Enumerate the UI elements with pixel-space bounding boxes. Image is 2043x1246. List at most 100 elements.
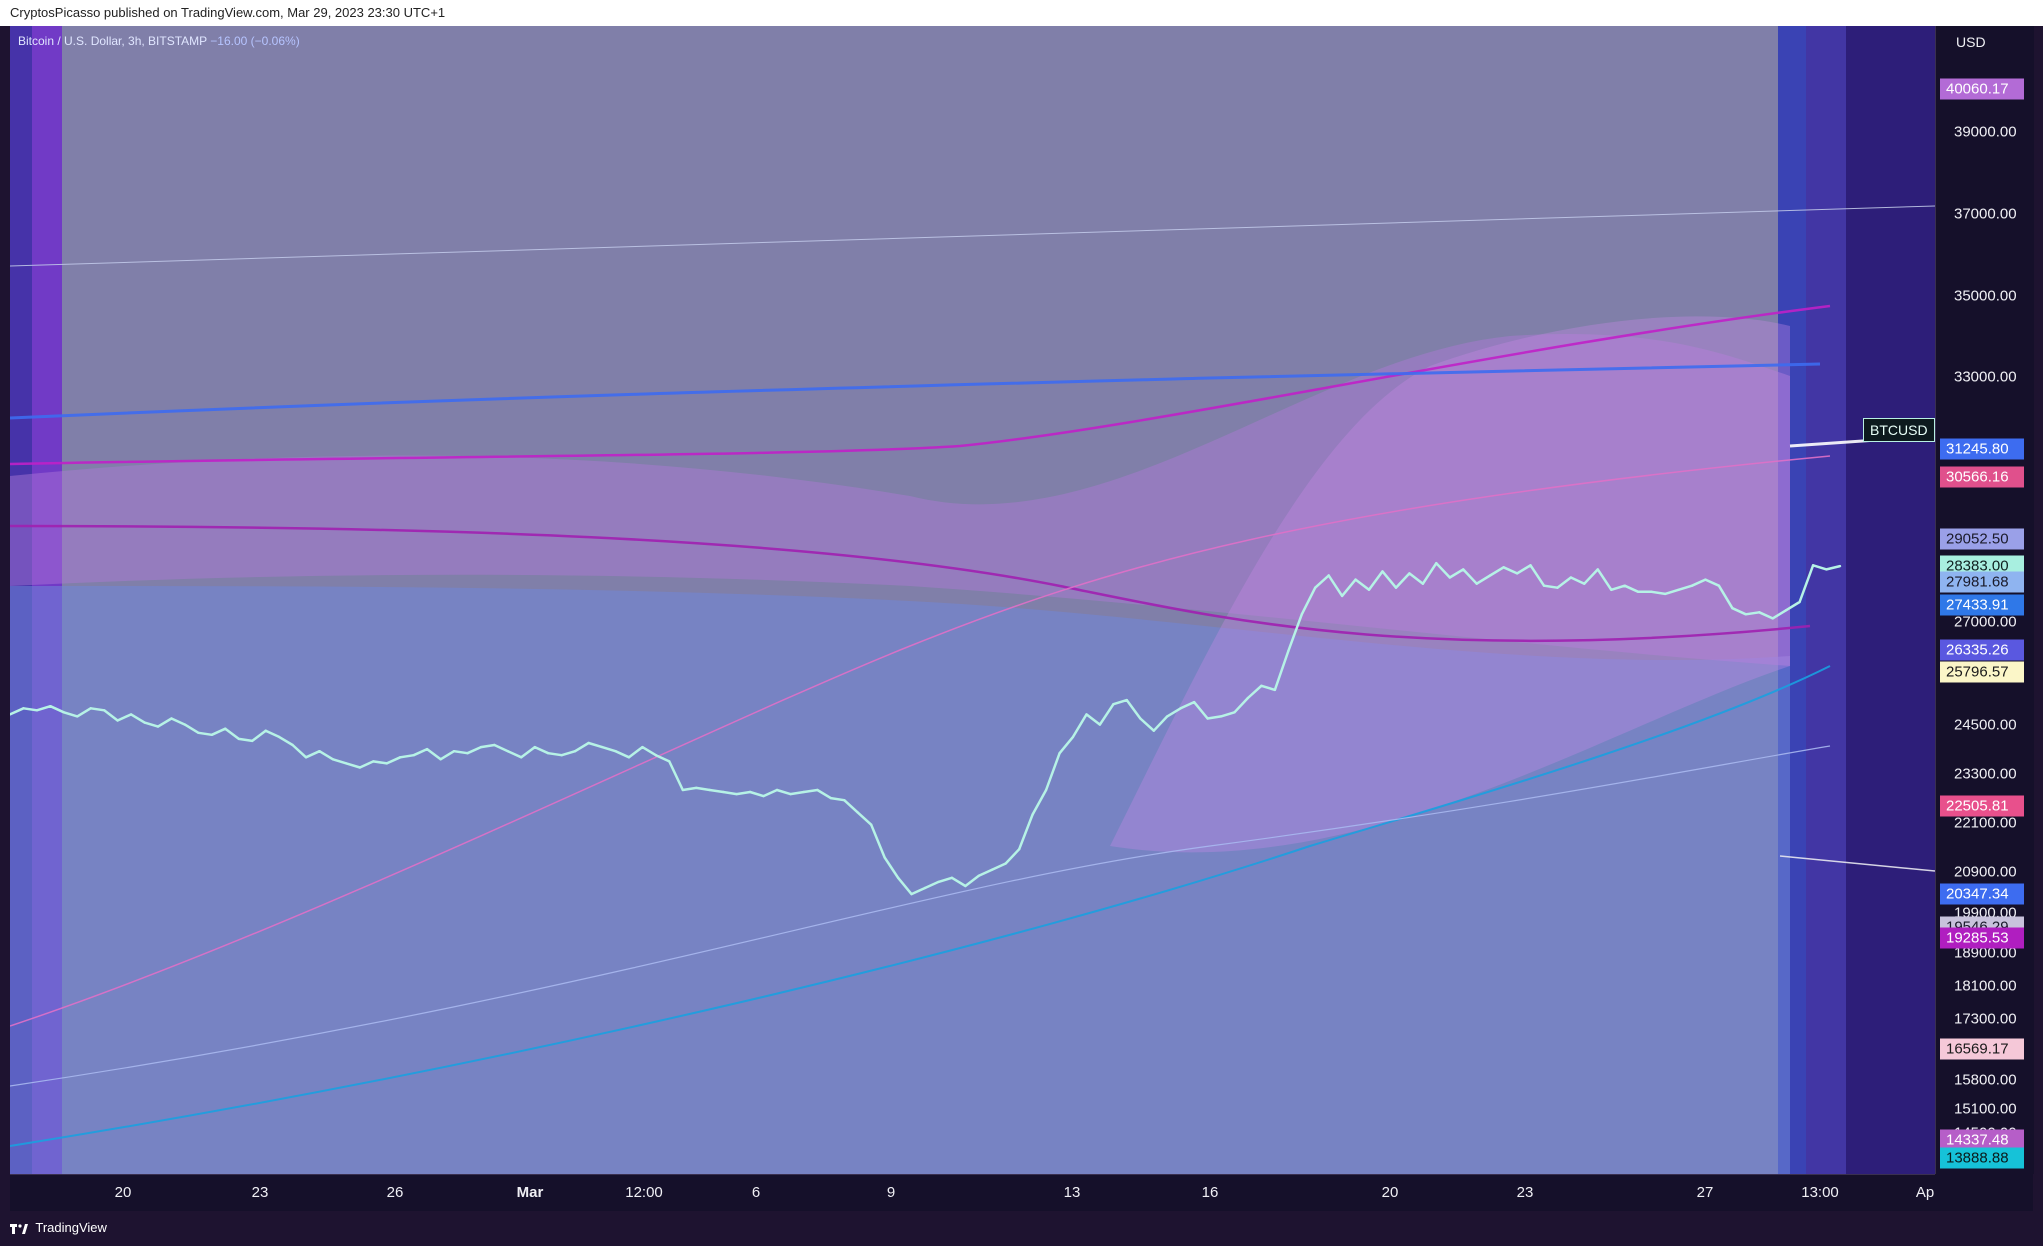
price-tag: 16569.17 [1940, 1038, 2024, 1060]
series-point [1610, 588, 1613, 591]
series-point [668, 760, 671, 763]
series-point [1394, 586, 1398, 589]
series-point [425, 747, 429, 751]
series-point [1435, 562, 1438, 565]
series-point [789, 792, 792, 796]
price-tag: 40060.17 [1940, 78, 2024, 100]
price-tag: 19285.53 [1940, 927, 2024, 949]
trendline-lower [1779, 855, 1935, 872]
price-tag: 27433.91 [1940, 594, 2024, 616]
y-tick-label: 18900.00 [1954, 944, 2017, 962]
series-point [1125, 698, 1129, 702]
series-point [950, 876, 954, 879]
series-point [76, 715, 79, 718]
y-tick-label: 24500.00 [1954, 716, 2017, 734]
series-point [318, 750, 321, 753]
y-tick-label: 37000.00 [1954, 205, 2017, 223]
price-tag: 28383.00 [1940, 555, 2024, 577]
series-point [439, 758, 442, 761]
tradingview-brand[interactable]: TradingView [10, 1220, 107, 1235]
series-point [1637, 590, 1640, 593]
x-tick-label: 13 [1063, 1184, 1081, 1201]
series-point [412, 754, 415, 757]
x-tick-label: 12:00 [625, 1184, 663, 1201]
series-point [695, 786, 698, 790]
chart-frame[interactable]: Bitcoin / U.S. Dollar, 3h, BITSTAMP −16.… [10, 26, 2034, 1212]
series-point [1314, 586, 1317, 589]
series-point [856, 811, 859, 814]
ma-line-blue [10, 362, 1821, 420]
y-tick-label: 18100.00 [1954, 977, 2017, 995]
ma-line-light-lower [10, 745, 1831, 1087]
y-tick-label: 20900.00 [1954, 863, 2017, 881]
publisher-line: CryptosPicasso published on TradingView.… [10, 5, 446, 20]
series-point [1798, 600, 1801, 604]
series-point [22, 707, 25, 710]
series-point [722, 790, 725, 794]
indicator-lines [10, 205, 1935, 1147]
series-point [627, 756, 631, 759]
series-point [762, 794, 765, 798]
price-tag: 29052.50 [1940, 528, 2024, 550]
series-point [1717, 584, 1721, 587]
x-tick-label: Ap [1915, 1184, 1935, 1201]
series-point [372, 760, 375, 763]
series-point [264, 729, 267, 732]
series-point [641, 745, 644, 749]
series-point [1246, 696, 1250, 700]
x-tick-label: 13:00 [1801, 1184, 1839, 1201]
series-point [1367, 588, 1371, 591]
price-series [10, 561, 1842, 896]
x-tick-label: 26 [386, 1184, 404, 1201]
series-point [843, 799, 846, 802]
y-tick-label: 17300.00 [1954, 1010, 2017, 1028]
publisher-bar: CryptosPicasso published on TradingView.… [0, 0, 2043, 26]
series-point [1744, 613, 1748, 616]
series-point [1569, 576, 1573, 579]
x-tick-label: 16 [1201, 1184, 1219, 1201]
series-point [802, 790, 806, 794]
series-point [1556, 586, 1559, 589]
time-axis[interactable]: 20 23 26 Mar 12:00 6 9 13 16 20 23 27 13:00 Ap [10, 1174, 1935, 1212]
ma-line-cyan-rising [10, 665, 1831, 1147]
series-point [1771, 617, 1774, 620]
right-cloud-fill [1110, 316, 1790, 853]
series-point [1139, 717, 1142, 720]
series-point [183, 723, 187, 726]
series-point [1542, 584, 1546, 587]
y-tick-label: 15100.00 [1954, 1100, 2017, 1118]
chart-plot-area[interactable] [10, 26, 1935, 1174]
series-point [1206, 717, 1209, 720]
symbol-label: BTCUSD [1863, 418, 1935, 442]
series-point [89, 707, 92, 710]
y-tick-label: 15800.00 [1954, 1071, 2017, 1089]
series-point [1098, 723, 1102, 726]
series-point [1785, 609, 1788, 612]
price-tag: 27981.68 [1940, 571, 2024, 593]
footer: TradingView [0, 1211, 2043, 1246]
series-point [977, 874, 980, 877]
series-point [156, 725, 160, 728]
series-point [1811, 564, 1815, 567]
series-point [775, 788, 779, 792]
series-point [520, 756, 523, 759]
series-point [1044, 788, 1048, 792]
ma-line-purple-lower [10, 524, 1811, 643]
y-tick-label: 33000.00 [1954, 368, 2017, 386]
price-axis[interactable]: USD 39000.00 37000.00 35000.00 33000.00 2700… [1935, 26, 2034, 1174]
series-point [883, 856, 886, 859]
series-point [1421, 582, 1425, 585]
x-tick-label: 27 [1696, 1184, 1714, 1201]
series-point [210, 733, 213, 736]
series-point [224, 727, 227, 730]
chart-legend: Bitcoin / U.S. Dollar, 3h, BITSTAMP −16.… [18, 34, 300, 48]
series-point [103, 709, 106, 712]
series-point [237, 737, 240, 741]
series-point [1758, 611, 1761, 614]
x-tick-label: 20 [1381, 1184, 1399, 1201]
series-point [277, 735, 281, 739]
series-point [1731, 607, 1734, 610]
series-point [466, 752, 469, 755]
series-point [1192, 700, 1196, 704]
series-point [1354, 578, 1357, 581]
